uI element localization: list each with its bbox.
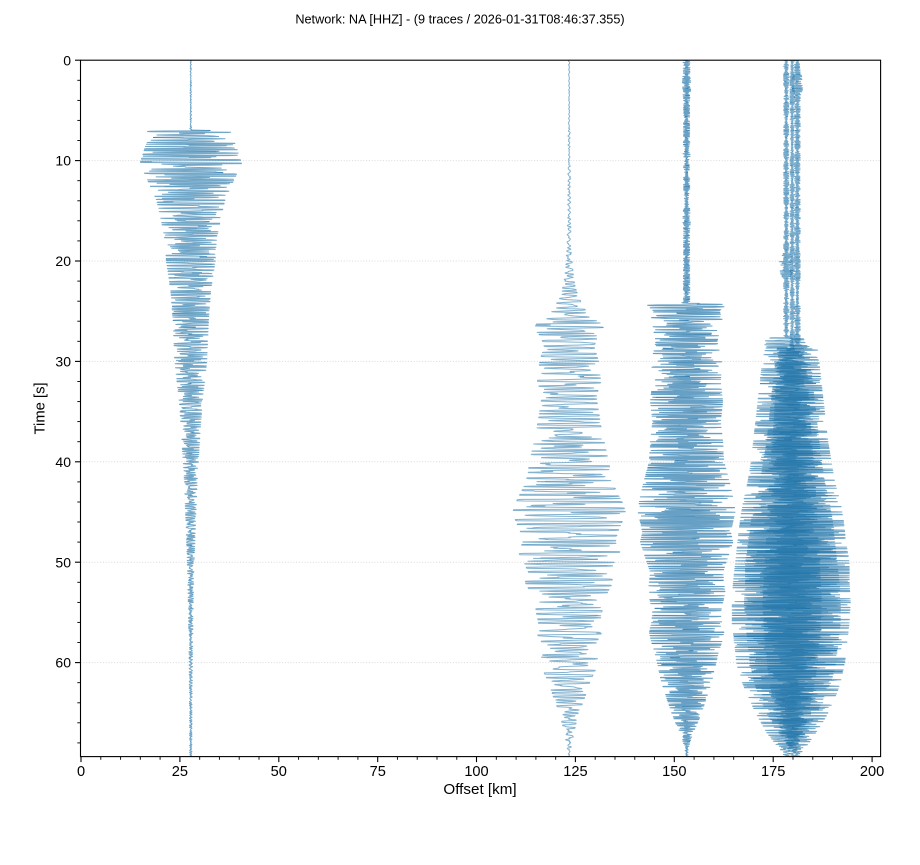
svg-text:60: 60 bbox=[55, 655, 71, 671]
svg-text:75: 75 bbox=[370, 764, 386, 780]
svg-text:0: 0 bbox=[77, 764, 85, 780]
svg-text:Offset [km]: Offset [km] bbox=[443, 781, 516, 798]
svg-text:Time [s]: Time [s] bbox=[33, 382, 49, 434]
svg-text:Network: NA [HHZ] - (9 traces: Network: NA [HHZ] - (9 traces / 2026-01-… bbox=[295, 12, 624, 26]
svg-text:50: 50 bbox=[271, 764, 287, 780]
svg-text:200: 200 bbox=[860, 764, 884, 780]
svg-text:20: 20 bbox=[55, 253, 71, 269]
svg-text:25: 25 bbox=[172, 764, 188, 780]
svg-text:125: 125 bbox=[563, 764, 587, 780]
svg-text:10: 10 bbox=[55, 153, 71, 169]
svg-text:40: 40 bbox=[55, 454, 71, 470]
svg-text:100: 100 bbox=[464, 764, 488, 780]
svg-text:30: 30 bbox=[55, 354, 71, 370]
svg-text:175: 175 bbox=[761, 764, 785, 780]
svg-text:0: 0 bbox=[63, 52, 71, 68]
svg-text:50: 50 bbox=[55, 554, 71, 570]
svg-text:150: 150 bbox=[662, 764, 686, 780]
